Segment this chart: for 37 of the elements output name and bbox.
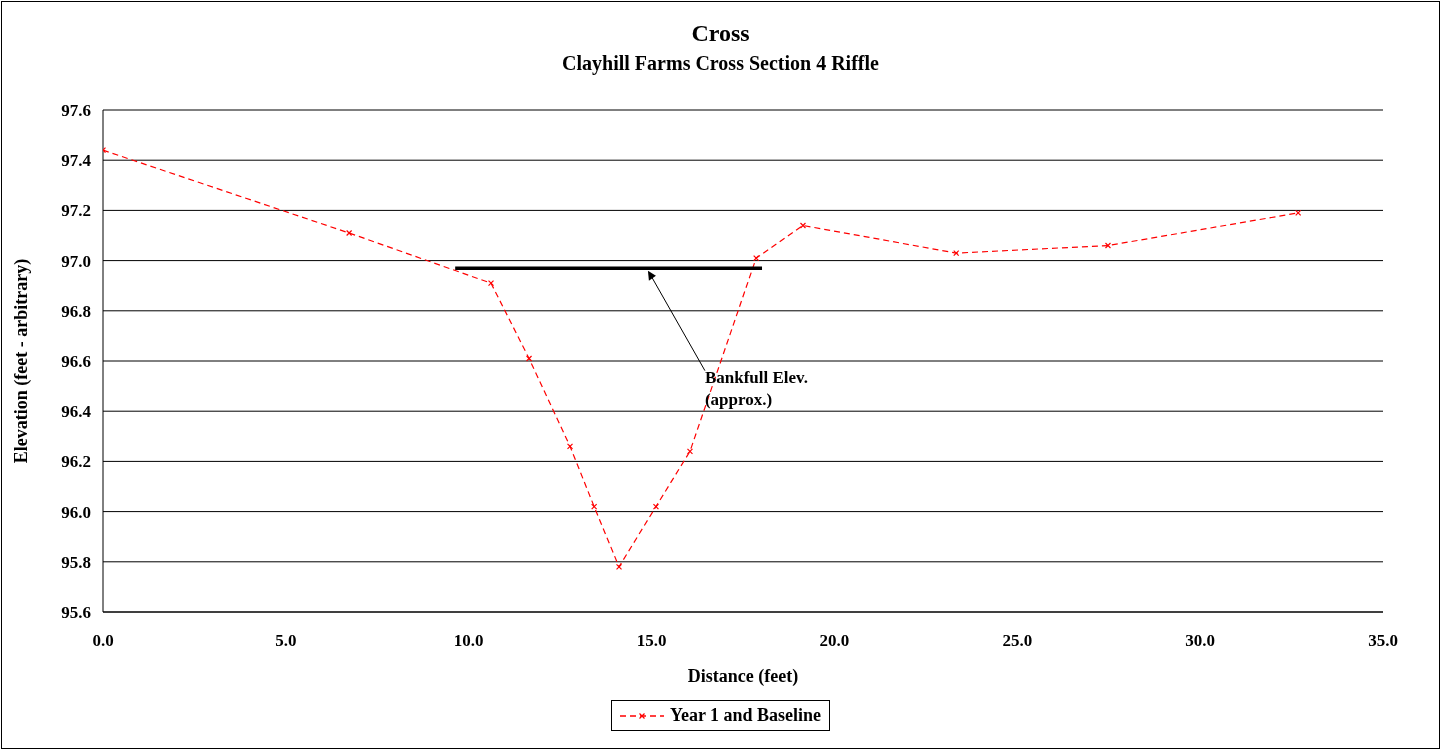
x-tick-label: 10.0 (453, 631, 484, 651)
chart-title: Cross (690, 20, 751, 47)
x-tick-label: 0.0 (92, 631, 114, 651)
x-tick-label: 20.0 (819, 631, 850, 651)
point (487, 280, 495, 287)
point (525, 355, 533, 362)
x-tick-label: 35.0 (1368, 631, 1398, 651)
point (753, 254, 760, 262)
point (953, 249, 960, 257)
y-tick-label: 97.4 (61, 151, 92, 171)
legend-label: Year 1 and Baseline (669, 705, 822, 726)
y-axis-title: Elevation (feet - arbitrary) (11, 258, 33, 464)
x-tick-label: 30.0 (1185, 631, 1216, 651)
x-tick-label: 25.0 (1002, 631, 1033, 651)
point (566, 443, 574, 450)
x-tick-label: 5.0 (275, 631, 297, 651)
y-tick-label: 96.2 (61, 452, 91, 472)
y-tick-label: 96.4 (61, 402, 92, 422)
y-tick-label: 96.6 (61, 352, 91, 372)
point (346, 229, 353, 237)
y-tick-label: 96.0 (61, 502, 91, 522)
annotation: Bankfull Elev. (approx.) (704, 367, 808, 409)
point (1104, 242, 1112, 249)
point (615, 563, 623, 570)
y-tick-label: 97.6 (61, 101, 91, 121)
point (686, 448, 694, 455)
y-tick-label: 97.0 (61, 251, 91, 271)
point (652, 503, 660, 510)
y-tick-label: 97.2 (61, 201, 91, 221)
point (799, 222, 807, 229)
y-tick-label: 96.8 (61, 301, 91, 321)
y-tick-label: 95.6 (61, 603, 91, 623)
x-tick-label: 15.0 (636, 631, 667, 651)
x-axis-title: Distance (feet) (687, 666, 799, 687)
chart-subtitle: Clayhill Farms Cross Section 4 Riffle (561, 52, 880, 75)
point (591, 503, 598, 510)
y-tick-label: 95.8 (61, 552, 91, 572)
